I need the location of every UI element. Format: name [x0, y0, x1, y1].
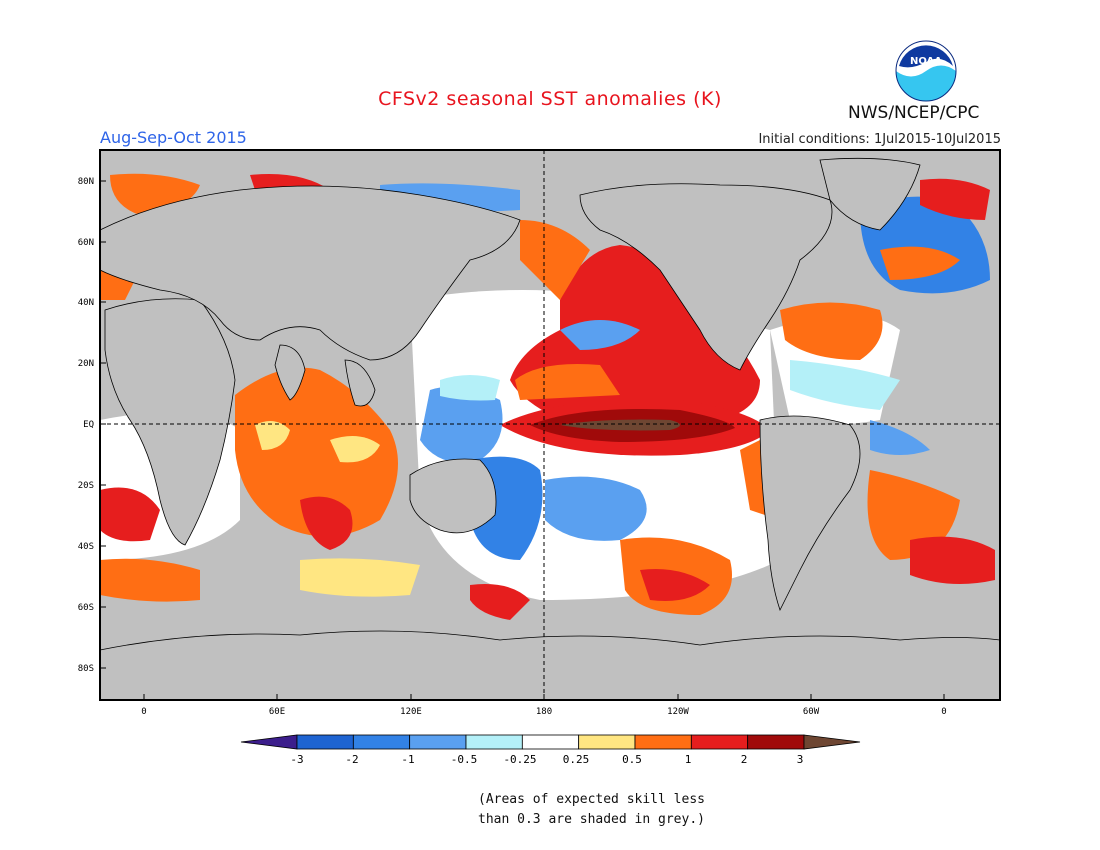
- legend-tick: 3: [797, 753, 804, 766]
- lat-label: 80N: [78, 177, 94, 187]
- legend-arrow-low: [240, 734, 298, 750]
- lon-label: 120E: [400, 707, 422, 717]
- legend-tick: -0.5: [451, 753, 478, 766]
- map-frame: [99, 149, 1001, 701]
- lon-label: 120W: [667, 707, 689, 717]
- initial-conditions-label: Initial conditions: 1Jul2015-10Jul2015: [758, 132, 1001, 147]
- legend-tick: 0.5: [622, 753, 642, 766]
- noaa-logo-icon: NOAA: [895, 40, 957, 102]
- legend-box: [747, 734, 805, 750]
- lat-label: 20S: [78, 481, 94, 491]
- footnote-line1: (Areas of expected skill less: [478, 792, 705, 807]
- season-label: Aug-Sep-Oct 2015: [100, 128, 247, 147]
- legend-box: [634, 734, 692, 750]
- lat-label: 40N: [78, 298, 94, 308]
- legend-tick: 2: [741, 753, 748, 766]
- lon-label: 60W: [803, 707, 820, 717]
- lat-label: 20N: [78, 359, 94, 369]
- legend-tick: -1: [401, 753, 414, 766]
- legend-box: [296, 734, 354, 750]
- lat-label: 60N: [78, 238, 94, 248]
- legend-box: [352, 734, 411, 750]
- south-america-outline: [759, 415, 861, 612]
- legend-box: [521, 734, 580, 750]
- india-outline: [274, 344, 306, 401]
- australia-outline: [409, 458, 497, 534]
- legend-box: [465, 734, 523, 750]
- north-america-outline: [579, 183, 833, 371]
- legend-box: [409, 734, 467, 750]
- logo-text: NOAA: [910, 56, 942, 67]
- lon-label: 0: [941, 707, 946, 717]
- map-title: CFSv2 seasonal SST anomalies (K): [378, 88, 722, 110]
- legend-tick: -3: [290, 753, 303, 766]
- legend-tick: 0.25: [563, 753, 590, 766]
- legend-tick: -0.25: [503, 753, 536, 766]
- lat-label: 40S: [78, 542, 94, 552]
- antarctica-outline: [99, 630, 1001, 701]
- continents: [99, 157, 1001, 701]
- lat-label: 80S: [78, 664, 94, 674]
- legend-tick: 1: [685, 753, 692, 766]
- agency-label: NWS/NCEP/CPC: [848, 103, 980, 123]
- se-asia-outline: [344, 359, 376, 407]
- lon-label: 0: [141, 707, 146, 717]
- legend-tick: -2: [345, 753, 358, 766]
- legend-arrow-high: [803, 734, 861, 750]
- lat-label: EQ: [83, 420, 94, 430]
- eurasia-outline: [99, 185, 521, 361]
- lat-label: 60S: [78, 603, 94, 613]
- greenland-outline: [819, 157, 921, 231]
- legend-box: [690, 734, 749, 750]
- legend-boxes: [240, 734, 861, 750]
- lon-label: 180: [536, 707, 552, 717]
- legend-box: [578, 734, 636, 750]
- lon-label: 60E: [269, 707, 285, 717]
- footnote-line2: than 0.3 are shaded in grey.): [478, 812, 705, 827]
- axis-ticks: [100, 180, 945, 700]
